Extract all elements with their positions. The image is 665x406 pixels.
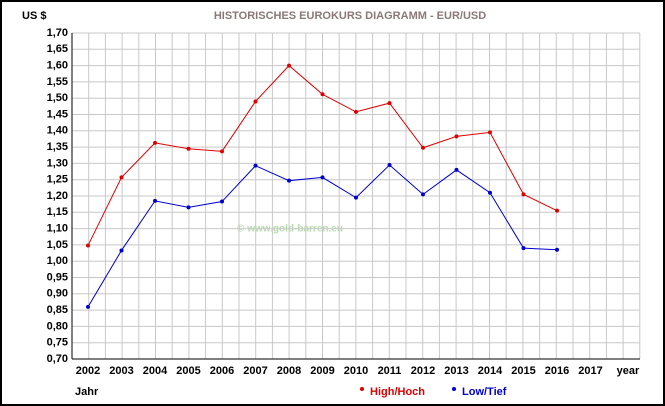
x-tick-label: 2004 [143, 365, 168, 377]
y-tick-label: 1,60 [47, 60, 68, 72]
data-point [421, 192, 425, 197]
y-tick-label: 0,75 [47, 337, 68, 349]
x-tick-label: 2007 [243, 365, 267, 377]
data-point [253, 99, 258, 104]
data-point [354, 109, 358, 114]
data-point [555, 247, 559, 252]
data-point [555, 208, 559, 213]
data-point [521, 192, 526, 197]
y-tick-label: 1,15 [47, 206, 68, 218]
x-tick-label: 2012 [411, 365, 435, 377]
data-point [454, 167, 459, 172]
x-tick-label: 2002 [76, 365, 100, 377]
y-tick-label: 0,90 [47, 288, 68, 300]
x-tick-label: 2005 [176, 365, 200, 377]
data-point [220, 149, 224, 154]
legend-marker [360, 387, 364, 391]
data-point [421, 145, 425, 150]
x-axis-label: year [617, 365, 640, 377]
data-point [354, 195, 358, 200]
data-point [153, 198, 157, 203]
x-tick-label: 2014 [478, 365, 503, 377]
data-point [119, 248, 124, 253]
data-point [253, 163, 258, 168]
chart-title: HISTORISCHES EUROKURS DIAGRAMM - EUR/USD [214, 10, 486, 22]
x-tick-label: 2015 [511, 365, 535, 377]
x-tick-label: 2006 [210, 365, 234, 377]
y-tick-label: 1,40 [47, 125, 68, 137]
y-tick-label: 1,00 [47, 255, 68, 267]
x-axis-title: Jahr [75, 386, 99, 398]
x-tick-label: 2011 [378, 365, 402, 377]
data-point [488, 130, 492, 135]
y-tick-label: 1,50 [47, 92, 68, 104]
x-tick-label: 2016 [545, 365, 569, 377]
y-axis-label: US $ [22, 10, 46, 22]
x-tick-label: 2003 [109, 365, 133, 377]
watermark: © www.gold-barren.eu [237, 224, 343, 235]
data-point [454, 134, 459, 139]
legend-marker [452, 387, 456, 391]
legend-label: High/Hoch [370, 386, 425, 398]
x-tick-label: 2008 [277, 365, 301, 377]
x-tick-label: 2009 [310, 365, 334, 377]
y-tick-label: 0,70 [47, 353, 68, 365]
data-point [521, 246, 526, 251]
x-tick-label: 2010 [344, 365, 368, 377]
data-point [320, 92, 325, 97]
y-tick-label: 1,35 [47, 141, 68, 153]
y-tick-label: 1,70 [47, 27, 68, 39]
data-point [488, 190, 492, 195]
data-point [186, 146, 191, 151]
data-point [86, 304, 90, 309]
data-point [153, 140, 157, 145]
data-point [86, 243, 90, 248]
x-tick-label: 2013 [444, 365, 468, 377]
y-tick-label: 1,65 [47, 43, 68, 55]
data-point [387, 101, 392, 106]
data-point [287, 178, 291, 183]
y-tick-label: 1,20 [47, 190, 68, 202]
y-tick-label: 0,85 [47, 304, 68, 316]
y-tick-label: 0,80 [47, 320, 68, 332]
data-point [287, 63, 291, 68]
y-tick-label: 1,55 [47, 76, 68, 88]
y-tick-label: 1,30 [47, 157, 68, 169]
y-tick-label: 1,25 [47, 174, 68, 186]
data-point [387, 163, 392, 168]
data-point [320, 175, 325, 180]
data-point [220, 199, 224, 204]
x-tick-label: 2017 [578, 365, 602, 377]
data-point [186, 205, 191, 210]
y-tick-label: 1,10 [47, 223, 68, 235]
y-tick-label: 1,05 [47, 239, 68, 251]
data-point [119, 175, 124, 180]
legend-label: Low/Tief [462, 386, 507, 398]
y-tick-label: 0,95 [47, 271, 68, 283]
y-tick-label: 1,45 [47, 108, 68, 120]
